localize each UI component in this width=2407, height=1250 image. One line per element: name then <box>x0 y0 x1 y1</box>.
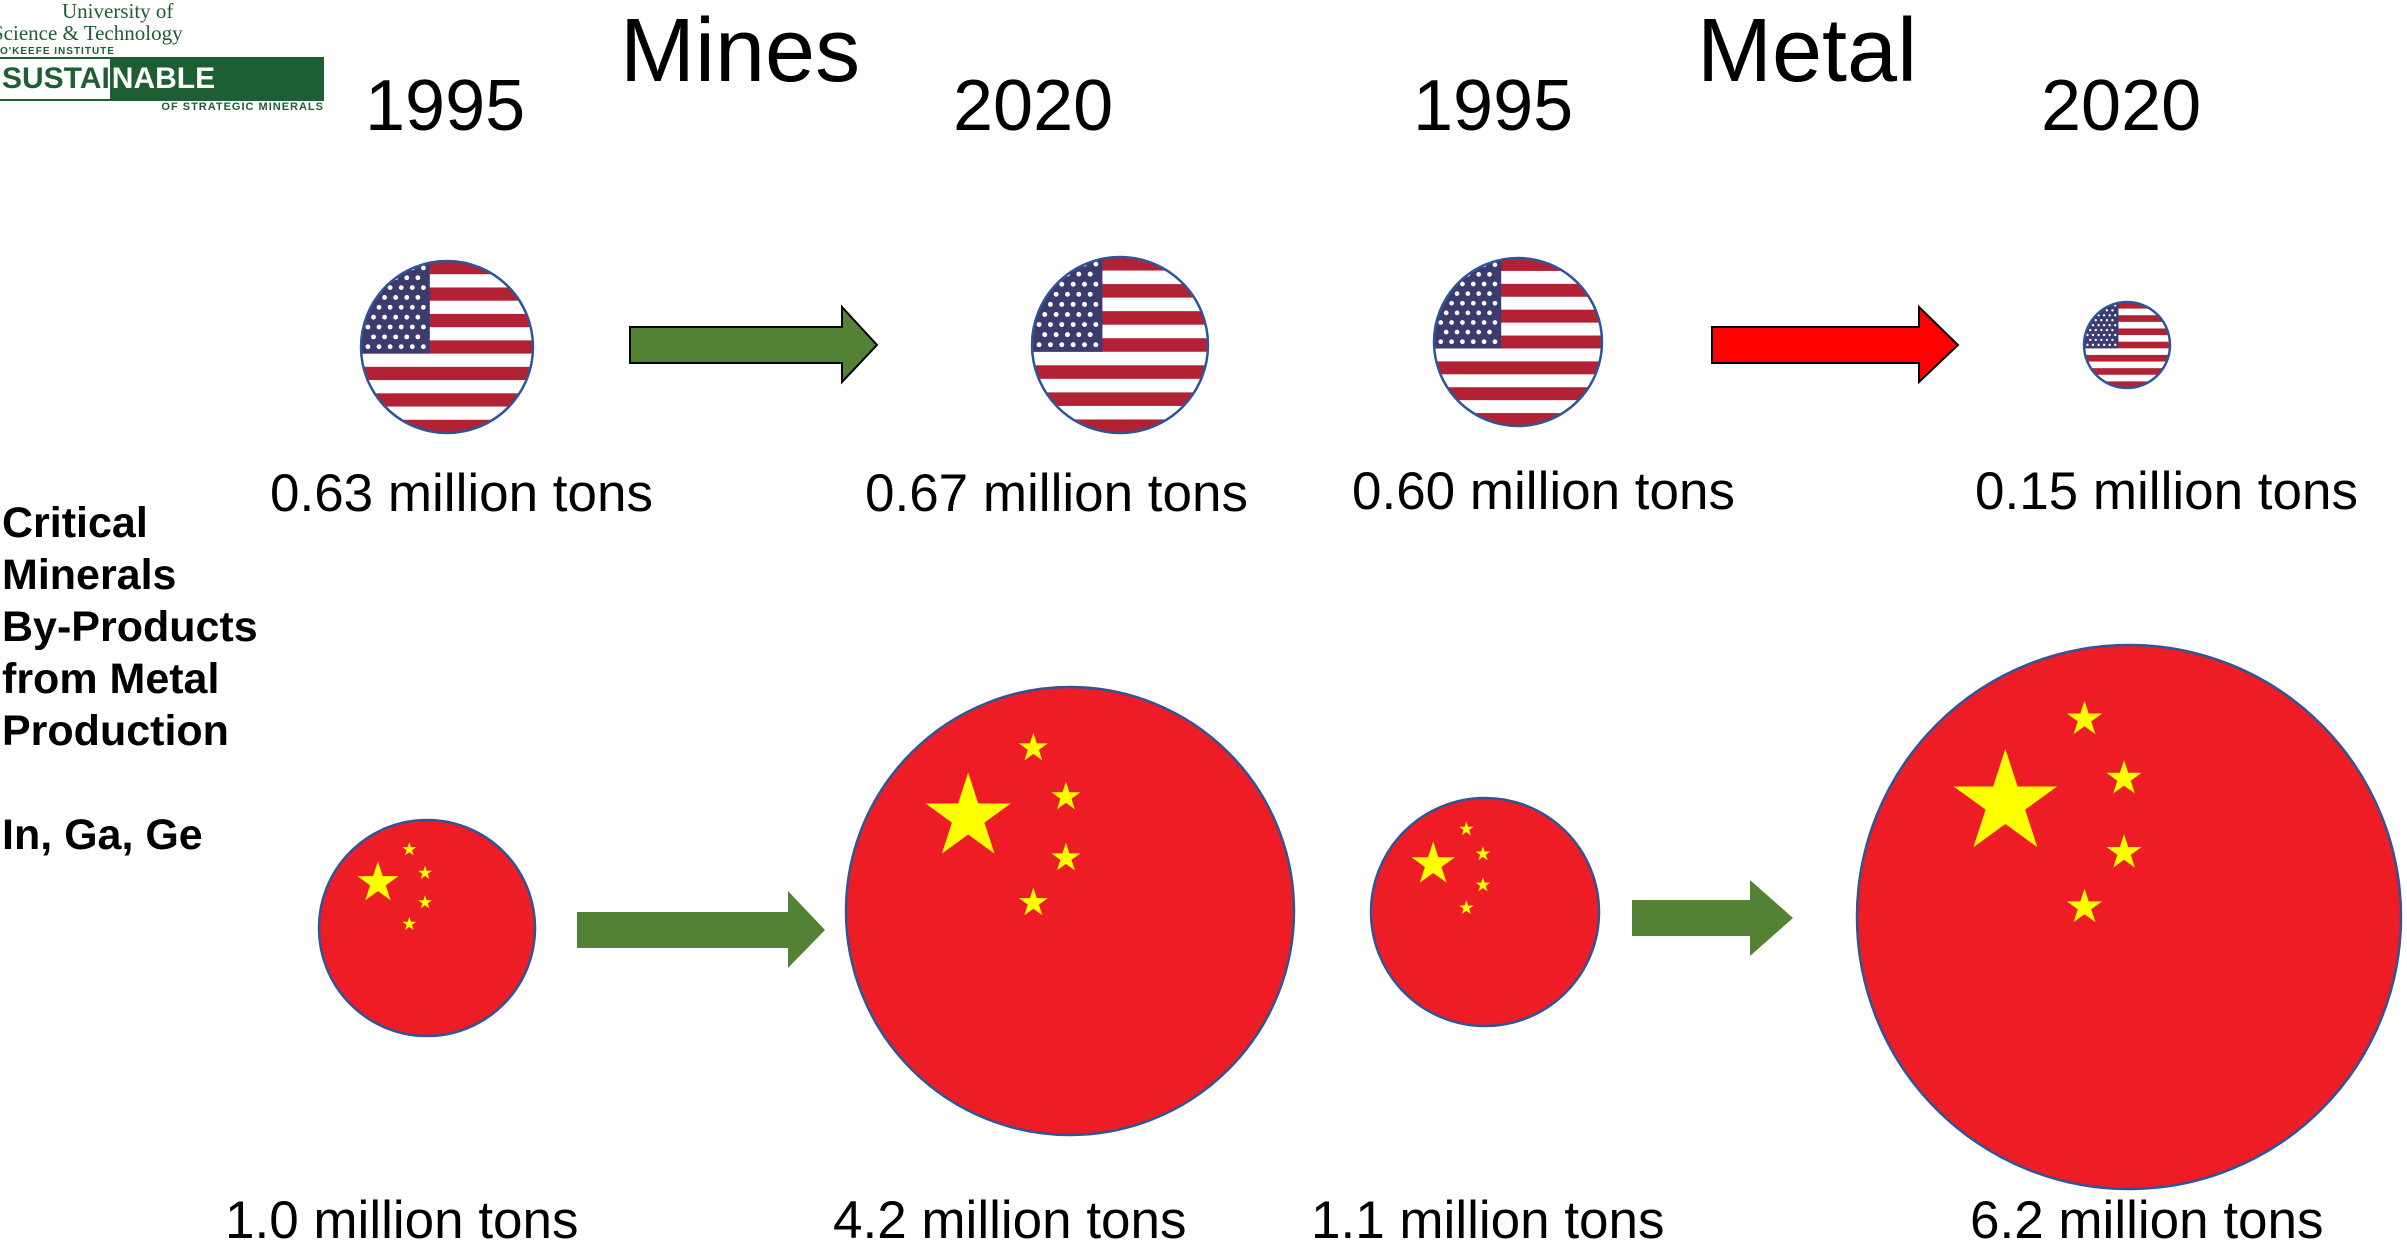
china-mines-2020-value: 4.2 million tons <box>833 1191 1187 1250</box>
header-metal: Metal <box>1697 1 1918 101</box>
sidebar-line-5: Production <box>2 707 229 755</box>
logo-banner: SUSTAI NABLE SUPPLY <box>0 57 324 139</box>
china-mines-1995-value: 1.0 million tons <box>225 1191 579 1250</box>
arrow-mines-usa <box>629 304 879 385</box>
year-metal-1995: 1995 <box>1413 66 1574 146</box>
year-mines-2020: 2020 <box>953 66 1114 146</box>
usa-flag-metal-2020 <box>2082 300 2172 390</box>
china-flag-metal-1995 <box>1369 796 1601 1028</box>
logo-banner-right: NABLE SUPPLY <box>111 57 324 139</box>
sidebar-line-4: from Metal <box>2 655 220 703</box>
china-flag-mines-2020 <box>844 685 1296 1137</box>
logo-university-line1: University of <box>62 0 174 23</box>
usa-flag-metal-1995 <box>1432 256 1604 428</box>
usa-metal-2020-value: 0.15 million tons <box>1975 462 2358 521</box>
china-metal-2020-value: 6.2 million tons <box>1970 1191 2324 1250</box>
usa-flag-mines-2020 <box>1030 255 1210 435</box>
institute-logo: University of Science & Technology O'KEE… <box>0 0 324 139</box>
arrow-metal-usa <box>1711 304 1960 385</box>
logo-banner-left: SUSTAI <box>0 57 112 101</box>
year-mines-1995: 1995 <box>365 66 526 146</box>
arrow-mines-china <box>577 891 825 968</box>
usa-metal-1995-value: 0.60 million tons <box>1352 462 1735 521</box>
header-mines: Mines <box>620 1 861 101</box>
sidebar-line-2: Minerals <box>2 551 177 599</box>
usa-mines-2020-value: 0.67 million tons <box>865 464 1248 523</box>
sidebar-elements: In, Ga, Ge <box>2 811 203 859</box>
usa-flag-mines-1995 <box>359 259 535 435</box>
usa-mines-1995-value: 0.63 million tons <box>270 464 653 523</box>
year-metal-2020: 2020 <box>2041 66 2202 146</box>
logo-institute: O'KEEFE INSTITUTE <box>0 46 115 57</box>
logo-banner-sub: OF STRATEGIC MINERALS <box>161 101 324 113</box>
china-flag-mines-1995 <box>317 818 537 1038</box>
china-metal-1995-value: 1.1 million tons <box>1311 1191 1665 1250</box>
sidebar-title: Critical Minerals By-Products from Metal… <box>2 497 302 757</box>
sidebar-line-1: Critical <box>2 499 148 547</box>
sidebar-line-3: By-Products <box>2 603 258 651</box>
logo-university-line2: Science & Technology <box>0 21 183 45</box>
arrow-metal-china <box>1632 880 1793 956</box>
china-flag-metal-2020 <box>1855 643 2403 1191</box>
